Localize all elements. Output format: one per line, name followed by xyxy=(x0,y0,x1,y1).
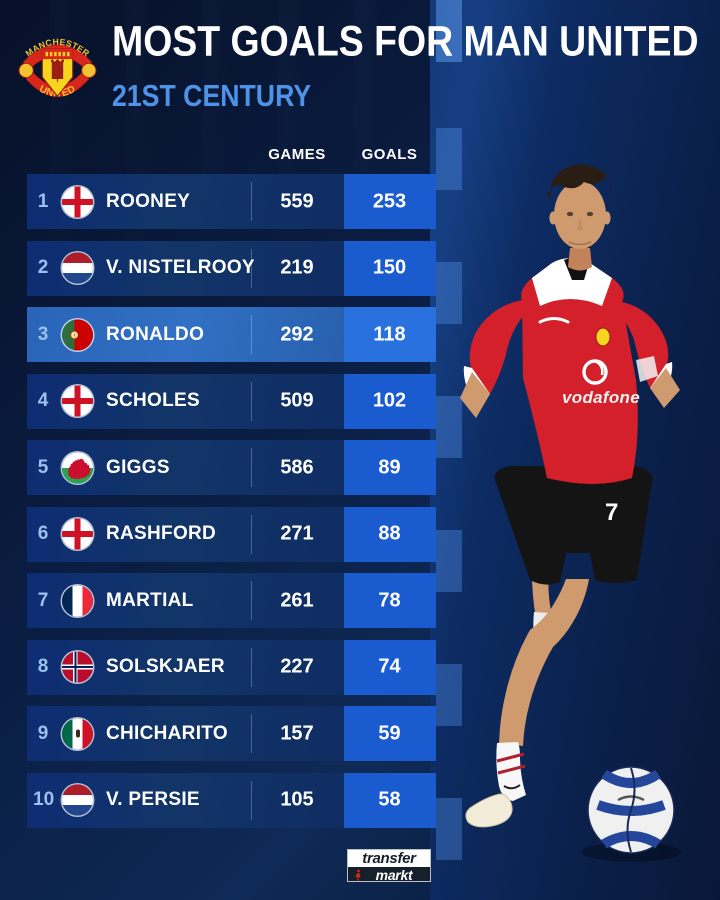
svg-text:vodafone: vodafone xyxy=(562,388,640,407)
svg-text:7: 7 xyxy=(605,499,618,526)
